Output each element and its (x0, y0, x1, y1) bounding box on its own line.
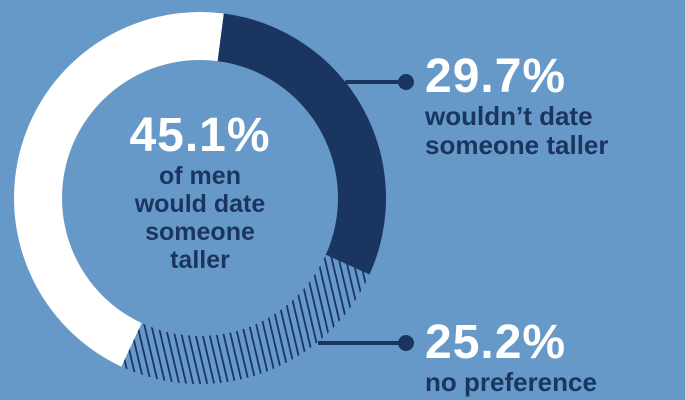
callout-wouldnt-date: 29.7% wouldn’t date someone taller (415, 52, 609, 160)
leader-dot-1 (398, 74, 414, 90)
center-label: 45.1% of men would date someone taller (100, 109, 300, 275)
callout-no-preference: 25.2% no preference (415, 318, 597, 397)
callout-wouldnt-date-line-1: wouldn’t date (425, 101, 593, 131)
callout-wouldnt-date-line-2: someone taller (425, 130, 609, 160)
center-line-3: someone (145, 218, 255, 246)
center-percentage: 45.1% (129, 109, 271, 162)
center-line-1: of men (159, 162, 241, 190)
callout-no-preference-line-1: no preference (425, 367, 597, 397)
callout-no-preference-percentage: 25.2% (425, 316, 567, 369)
callout-wouldnt-date-percentage: 29.7% (425, 50, 567, 103)
slice-1 (14, 11, 224, 367)
center-line-2: would date (134, 190, 266, 218)
center-line-4: taller (170, 246, 230, 274)
slice-2 (217, 13, 386, 275)
leader-dot-2 (398, 335, 414, 351)
